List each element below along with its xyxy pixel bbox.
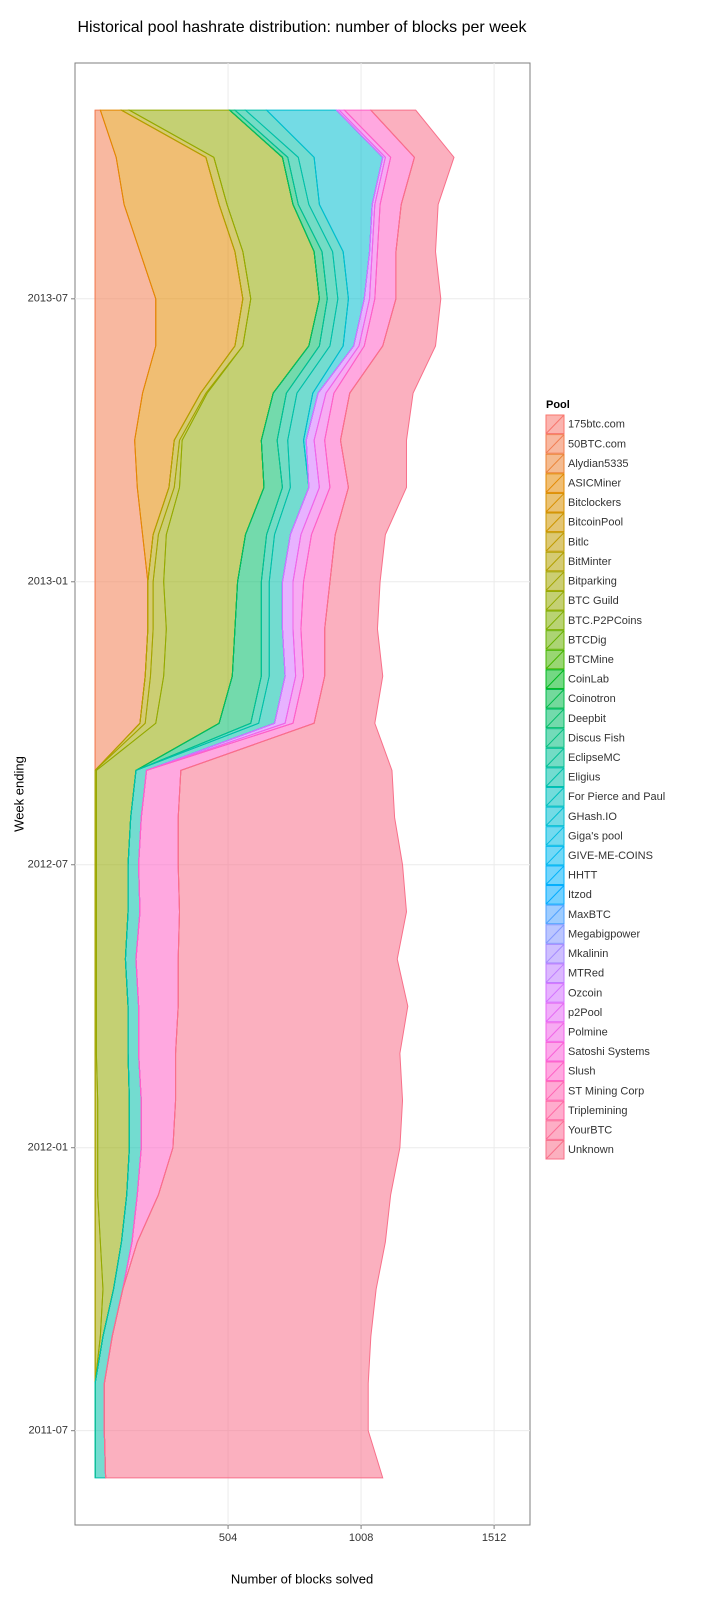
legend-key-slash xyxy=(545,1081,565,1101)
legend-key-slash xyxy=(545,571,565,591)
legend-label: YourBTC xyxy=(568,1124,612,1136)
legend-key-slash xyxy=(545,806,565,827)
legend-label: HHTT xyxy=(568,870,598,882)
legend-key-slash xyxy=(545,787,565,807)
legend-key-slash xyxy=(545,1002,565,1023)
legend-label: BTC Guild xyxy=(568,595,619,607)
chart-title: Historical pool hashrate distribution: n… xyxy=(77,19,527,36)
legend-label: 175btc.com xyxy=(568,419,625,431)
legend-key-slash xyxy=(545,551,565,572)
legend-key-slash xyxy=(545,1022,565,1042)
legend-label: Ozcoin xyxy=(568,987,602,999)
legend-key-slash xyxy=(545,1042,565,1062)
legend-label: Coinotron xyxy=(568,693,616,705)
legend-key-slash xyxy=(545,943,565,964)
legend-key-slash xyxy=(545,708,565,729)
legend-label: CoinLab xyxy=(568,674,609,686)
legend-label: Polmine xyxy=(568,1026,608,1038)
y-tick-label: 2013-01 xyxy=(28,576,68,588)
legend-label: Satoshi Systems xyxy=(568,1046,650,1058)
legend-label: MTRed xyxy=(568,968,604,980)
legend-key-slash xyxy=(545,473,565,493)
legend-label: 50BTC.com xyxy=(568,438,626,450)
legend-key-slash xyxy=(545,1140,565,1160)
legend-key-slash xyxy=(545,1100,565,1121)
legend-label: Deepbit xyxy=(568,713,606,725)
legend-key-slash xyxy=(545,669,565,689)
x-tick-label: 504 xyxy=(219,1532,237,1544)
legend-label: Bitparking xyxy=(568,576,617,588)
y-axis-title: Week ending xyxy=(11,756,26,832)
legend-key-slash xyxy=(545,591,565,611)
areas xyxy=(94,109,455,1479)
legend-label: For Pierce and Paul xyxy=(568,791,665,803)
legend-label: Unknown xyxy=(568,1144,614,1156)
legend-key-slash xyxy=(545,610,565,631)
legend-label: ST Mining Corp xyxy=(568,1085,644,1097)
legend-label: Giga's pool xyxy=(568,830,623,842)
x-tick-label: 1008 xyxy=(349,1532,373,1544)
legend-key-slash xyxy=(545,885,565,905)
legend-title: Pool xyxy=(546,399,570,411)
legend-label: p2Pool xyxy=(568,1007,602,1019)
legend-key-slash xyxy=(545,532,565,552)
legend-label: Megabigpower xyxy=(568,928,640,940)
legend-key-slash xyxy=(545,434,565,454)
legend-key-slash xyxy=(545,747,565,768)
legend-label: Slush xyxy=(568,1066,596,1078)
legend: 175btc.com 50BTC.com Alydian5335 ASICMiner B… xyxy=(545,414,665,1160)
legend-key-slash xyxy=(545,689,565,709)
area xyxy=(103,109,455,1479)
y-tick-label: 2012-01 xyxy=(28,1142,68,1154)
legend-label: Alydian5335 xyxy=(568,458,629,470)
legend-label: BitMinter xyxy=(568,556,612,568)
legend-key-slash xyxy=(545,963,565,983)
legend-key-slash xyxy=(545,904,565,925)
legend-label: MaxBTC xyxy=(568,909,611,921)
legend-label: BTC.P2PCoins xyxy=(568,615,642,627)
y-tick-label: 2012-07 xyxy=(28,859,68,871)
legend-key-slash xyxy=(545,649,565,670)
legend-label: BitcoinPool xyxy=(568,517,623,529)
legend-label: Bitlc xyxy=(568,536,589,548)
legend-label: Mkalinin xyxy=(568,948,608,960)
legend-key-slash xyxy=(545,983,565,1003)
legend-label: Eligius xyxy=(568,772,601,784)
legend-label: EclipseMC xyxy=(568,752,621,764)
axes: 504 1008 1512 2011-07 2012-01 2012-07 2013-01 2… xyxy=(28,293,507,1544)
legend-label: ASICMiner xyxy=(568,478,622,490)
legend-key-slash xyxy=(545,728,565,748)
legend-label: Discus Fish xyxy=(568,732,625,744)
legend-label: BTCMine xyxy=(568,654,614,666)
legend-label: BTCDig xyxy=(568,634,607,646)
legend-key-slash xyxy=(545,1061,565,1081)
legend-label: GHash.IO xyxy=(568,811,617,823)
legend-key-slash xyxy=(545,630,565,650)
legend-label: Itzod xyxy=(568,889,592,901)
legend-label: Triplemining xyxy=(568,1105,628,1117)
legend-key-slash xyxy=(545,865,565,885)
legend-key-slash xyxy=(545,826,565,846)
y-tick-label: 2013-07 xyxy=(28,293,68,305)
x-axis-title: Number of blocks solved xyxy=(231,1571,373,1586)
legend-label: Bitclockers xyxy=(568,497,622,509)
legend-label: GIVE-ME-COINS xyxy=(568,850,653,862)
legend-key-slash xyxy=(545,767,565,787)
legend-key-slash xyxy=(545,414,565,434)
legend-key-slash xyxy=(545,1120,565,1140)
legend-key-slash xyxy=(545,845,565,866)
legend-key-slash xyxy=(545,512,565,532)
legend-key-slash xyxy=(545,924,565,944)
x-tick-label: 1512 xyxy=(482,1532,506,1544)
legend-key-slash xyxy=(545,453,565,474)
legend-key-slash xyxy=(545,493,565,513)
y-tick-label: 2011-07 xyxy=(28,1425,68,1437)
